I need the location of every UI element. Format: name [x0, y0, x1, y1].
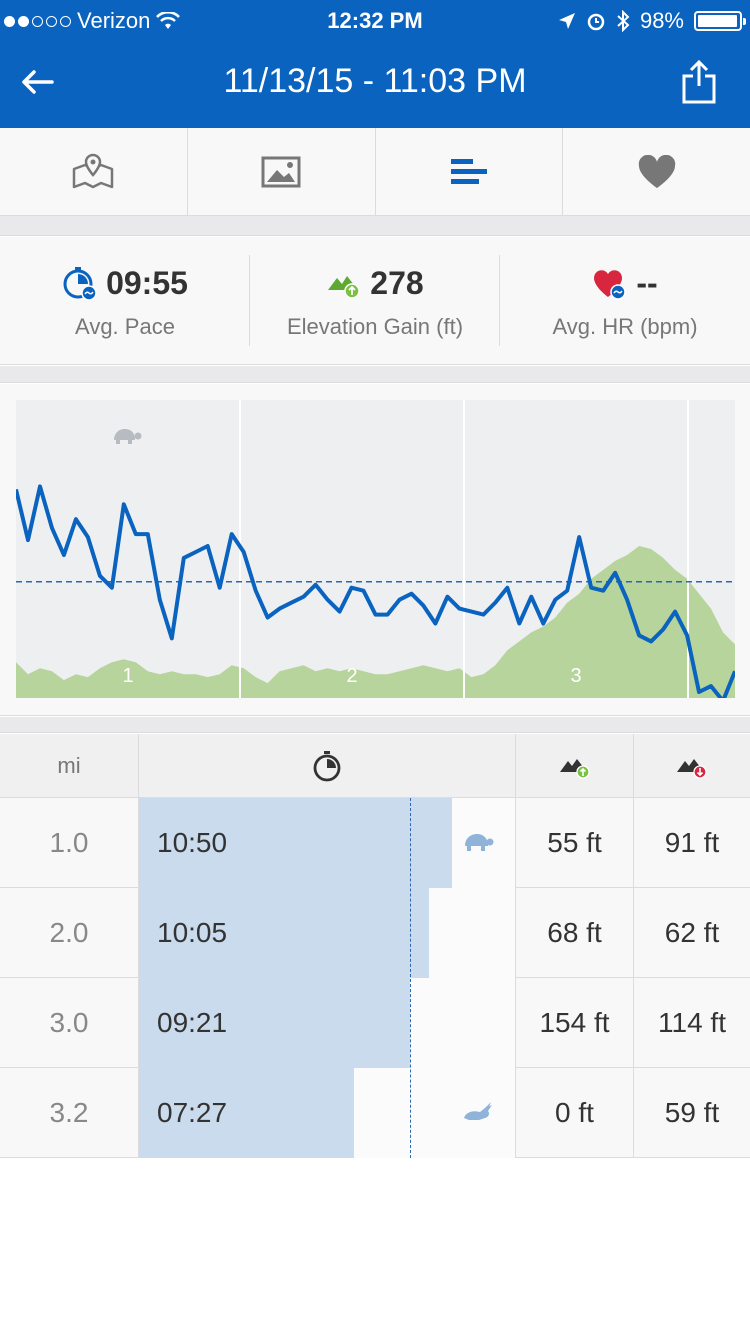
turtle-icon [465, 834, 494, 851]
divider [0, 366, 750, 383]
split-pace: 10:50 [157, 827, 228, 858]
avg-hr-label: Avg. HR (bpm) [552, 314, 698, 339]
split-pace-cell: 10:50 [139, 798, 516, 888]
splits-table-header: mi [0, 734, 750, 798]
tab-photos[interactable] [188, 128, 376, 215]
pace-icon [63, 266, 97, 301]
elevation-down-icon [677, 759, 707, 779]
page-title: 11/13/15 - 11:03 PM [223, 62, 527, 100]
split-row-2[interactable]: 2.0 10:05 68 ft 62 ft [0, 888, 750, 978]
stat-avg-pace: 09:55 Avg. Pace [0, 237, 250, 364]
split-row-1[interactable]: 1.0 10:50 55 ft 91 ft [0, 798, 750, 888]
tab-map[interactable] [0, 128, 188, 215]
stat-avg-hr: -- Avg. HR (bpm) [500, 237, 750, 364]
pace-line [16, 484, 735, 698]
elevation-up-icon [559, 759, 590, 779]
split-pace-cell: 09:21 [139, 978, 516, 1068]
split-mile: 2.0 [0, 888, 139, 978]
avg-hr-value: -- [636, 265, 658, 301]
pace-bar [139, 888, 429, 978]
elevation-gain-value: 278 [370, 265, 424, 301]
split-loss: 59 ft [664, 1097, 720, 1128]
tab-heart-rate[interactable] [563, 128, 750, 215]
divider [0, 717, 750, 733]
split-pace: 07:27 [157, 1097, 228, 1128]
header-pace [139, 734, 516, 798]
stat-elevation-gain: 278 Elevation Gain (ft) [250, 237, 500, 364]
split-gain: 0 ft [516, 1068, 634, 1158]
split-loss: 62 ft [664, 917, 720, 948]
tab-splits[interactable] [376, 128, 564, 215]
back-arrow-icon[interactable] [18, 62, 58, 102]
avg-pace-value: 09:55 [106, 265, 188, 301]
split-pace-cell: 07:27 [139, 1068, 516, 1158]
pace-bar [139, 798, 452, 888]
split-pace: 09:21 [157, 1007, 228, 1038]
pace-elevation-chart: 1 2 3 [0, 384, 750, 716]
header-mi: mi [0, 734, 139, 798]
split-gain: 154 ft [516, 978, 634, 1068]
alarm-icon [587, 13, 605, 31]
avg-pace-line [410, 798, 411, 1158]
heart-icon [638, 154, 675, 188]
summary-stats: 09:55 Avg. Pace 278 Elevation Gain (ft) [0, 237, 750, 365]
bluetooth-icon [617, 10, 630, 32]
heart-rate-icon [594, 269, 627, 300]
elevation-gain-label: Elevation Gain (ft) [286, 314, 464, 339]
signal-icon [4, 15, 71, 27]
split-pace: 10:05 [157, 917, 228, 948]
split-loss: 91 ft [664, 827, 720, 858]
status-right: 98% [558, 8, 746, 34]
location-arrow-icon [558, 13, 575, 29]
photo-icon [261, 156, 301, 187]
split-gain: 55 ft [516, 798, 634, 888]
pace-chart-svg: 1 2 3 [16, 400, 735, 698]
stopwatch-icon [313, 751, 341, 782]
avg-pace-label: Avg. Pace [75, 314, 175, 339]
elevation-area [16, 546, 735, 698]
chart-turtle-icon [114, 429, 142, 444]
mile-label: 2 [346, 665, 357, 687]
split-mile: 1.0 [0, 798, 139, 888]
battery-percent: 98% [639, 8, 684, 33]
share-icon[interactable] [682, 60, 716, 104]
split-mile: 3.2 [0, 1068, 139, 1158]
split-row-3[interactable]: 3.0 09:21 154 ft 114 ft [0, 978, 750, 1068]
nav-bar: 11/13/15 - 11:03 PM [0, 40, 750, 128]
split-mile: 3.0 [0, 978, 139, 1068]
pace-bar [139, 978, 410, 1068]
mile-label: 1 [122, 665, 133, 687]
pace-bar [139, 1068, 354, 1158]
battery-icon [694, 11, 746, 31]
header: Verizon 12:32 PM 98% 11/13/15 - 11:03 P [0, 0, 750, 128]
status-bar: Verizon 12:32 PM 98% [0, 0, 750, 40]
split-gain: 68 ft [516, 888, 634, 978]
wifi-icon [156, 12, 181, 29]
status-left: Verizon [4, 8, 181, 34]
header-loss [634, 734, 750, 798]
split-loss: 114 ft [658, 1007, 726, 1038]
rabbit-icon [464, 1102, 492, 1120]
splits-bars-icon [450, 158, 487, 184]
map-icon [73, 153, 114, 188]
divider [0, 216, 750, 236]
mile-label: 3 [570, 665, 581, 687]
view-tabs [0, 128, 750, 216]
split-pace-cell: 10:05 [139, 888, 516, 978]
header-gain [516, 734, 634, 798]
status-time: 12:32 PM [327, 8, 423, 33]
elevation-gain-icon [328, 275, 361, 299]
split-row-4[interactable]: 3.2 07:27 0 ft 59 ft [0, 1068, 750, 1158]
carrier-label: Verizon [77, 8, 151, 33]
